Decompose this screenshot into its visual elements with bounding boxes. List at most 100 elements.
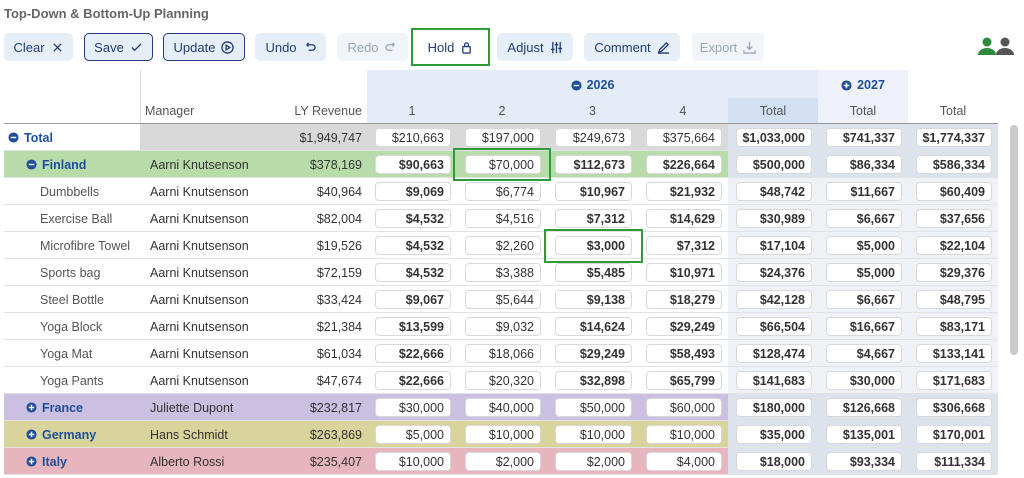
value-cell[interactable]: $4,516: [465, 209, 541, 228]
row-label[interactable]: France: [26, 394, 156, 421]
value-cell[interactable]: $90,663: [375, 155, 451, 174]
row-label[interactable]: Total: [8, 124, 138, 151]
value-cell[interactable]: $18,279: [646, 290, 722, 309]
value-cell[interactable]: $9,069: [375, 182, 451, 201]
value-cell[interactable]: $40,000: [465, 398, 541, 417]
value-cell[interactable]: $29,249: [646, 317, 722, 336]
value-cell[interactable]: $741,337: [826, 128, 902, 147]
value-cell[interactable]: $9,067: [375, 290, 451, 309]
value-cell[interactable]: $65,799: [646, 371, 722, 390]
value-cell[interactable]: $4,000: [646, 452, 722, 471]
value-cell[interactable]: $4,667: [826, 344, 902, 363]
value-cell[interactable]: $2,260: [465, 236, 541, 255]
value-cell[interactable]: $14,624: [555, 317, 632, 336]
value-cell[interactable]: $10,000: [555, 425, 632, 444]
toggle-icon[interactable]: [571, 79, 582, 91]
value-cell[interactable]: $10,967: [555, 182, 632, 201]
toolbar-button[interactable]: Undo: [255, 33, 326, 61]
value-cell[interactable]: $7,312: [555, 209, 632, 228]
value-cell[interactable]: $226,664: [646, 155, 722, 174]
value-cell[interactable]: $5,000: [375, 425, 451, 444]
value-cell[interactable]: $1,033,000: [736, 128, 812, 147]
value-cell[interactable]: $30,000: [826, 371, 902, 390]
value-cell[interactable]: $21,932: [646, 182, 722, 201]
value-cell[interactable]: $586,334: [916, 155, 992, 174]
toolbar-button[interactable]: Save: [84, 33, 153, 61]
year-group[interactable]: 2027: [818, 72, 908, 98]
value-cell[interactable]: $171,683: [916, 371, 992, 390]
year-group[interactable]: 2026: [367, 72, 818, 98]
value-cell[interactable]: $3,388: [465, 263, 541, 282]
row-label[interactable]: Italy: [26, 448, 156, 475]
value-cell[interactable]: $17,104: [736, 236, 812, 255]
value-cell[interactable]: $58,493: [646, 344, 722, 363]
value-cell[interactable]: $10,000: [375, 452, 451, 471]
value-cell[interactable]: $4,532: [375, 209, 451, 228]
value-cell[interactable]: $30,000: [375, 398, 451, 417]
value-cell[interactable]: $3,000: [555, 236, 632, 255]
toggle-icon[interactable]: [26, 402, 37, 413]
value-cell[interactable]: $141,683: [736, 371, 812, 390]
value-cell[interactable]: $6,774: [465, 182, 541, 201]
scrollbar[interactable]: [1010, 125, 1018, 355]
value-cell[interactable]: $22,666: [375, 371, 451, 390]
value-cell[interactable]: $6,667: [826, 209, 902, 228]
row-label[interactable]: Germany: [26, 421, 156, 448]
value-cell[interactable]: $500,000: [736, 155, 812, 174]
value-cell[interactable]: $7,312: [646, 236, 722, 255]
value-cell[interactable]: $126,668: [826, 398, 902, 417]
value-cell[interactable]: $50,000: [555, 398, 632, 417]
value-cell[interactable]: $60,000: [646, 398, 722, 417]
value-cell[interactable]: $70,000: [465, 155, 541, 174]
value-cell[interactable]: $4,532: [375, 236, 451, 255]
toolbar-button[interactable]: Comment: [584, 33, 680, 61]
toolbar-button[interactable]: Clear: [4, 33, 73, 61]
value-cell[interactable]: $197,000: [465, 128, 541, 147]
value-cell[interactable]: $128,474: [736, 344, 812, 363]
value-cell[interactable]: $170,001: [916, 425, 992, 444]
value-cell[interactable]: $11,667: [826, 182, 902, 201]
value-cell[interactable]: $5,485: [555, 263, 632, 282]
toolbar-button[interactable]: Adjust: [497, 33, 573, 61]
value-cell[interactable]: $14,629: [646, 209, 722, 228]
value-cell[interactable]: $2,000: [465, 452, 541, 471]
value-cell[interactable]: $133,141: [916, 344, 992, 363]
value-cell[interactable]: $48,742: [736, 182, 812, 201]
value-cell[interactable]: $180,000: [736, 398, 812, 417]
toggle-icon[interactable]: [8, 132, 19, 143]
toolbar-button[interactable]: Hold: [412, 33, 489, 61]
value-cell[interactable]: $35,000: [736, 425, 812, 444]
value-cell[interactable]: $18,000: [736, 452, 812, 471]
value-cell[interactable]: $5,000: [826, 263, 902, 282]
value-cell[interactable]: $20,320: [465, 371, 541, 390]
value-cell[interactable]: $10,971: [646, 263, 722, 282]
value-cell[interactable]: $375,664: [646, 128, 722, 147]
value-cell[interactable]: $112,673: [555, 155, 632, 174]
value-cell[interactable]: $5,000: [826, 236, 902, 255]
value-cell[interactable]: $9,138: [555, 290, 632, 309]
value-cell[interactable]: $93,334: [826, 452, 902, 471]
value-cell[interactable]: $83,171: [916, 317, 992, 336]
value-cell[interactable]: $1,774,337: [916, 128, 992, 147]
toggle-icon[interactable]: [26, 456, 37, 467]
toolbar-button[interactable]: Update: [163, 33, 245, 61]
value-cell[interactable]: $2,000: [555, 452, 632, 471]
value-cell[interactable]: $9,032: [465, 317, 541, 336]
value-cell[interactable]: $29,376: [916, 263, 992, 282]
value-cell[interactable]: $13,599: [375, 317, 451, 336]
value-cell[interactable]: $4,532: [375, 263, 451, 282]
value-cell[interactable]: $86,334: [826, 155, 902, 174]
value-cell[interactable]: $29,249: [555, 344, 632, 363]
toggle-icon[interactable]: [26, 159, 37, 170]
value-cell[interactable]: $111,334: [916, 452, 992, 471]
value-cell[interactable]: $48,795: [916, 290, 992, 309]
value-cell[interactable]: $37,656: [916, 209, 992, 228]
value-cell[interactable]: $32,898: [555, 371, 632, 390]
value-cell[interactable]: $22,104: [916, 236, 992, 255]
value-cell[interactable]: $135,001: [826, 425, 902, 444]
value-cell[interactable]: $10,000: [465, 425, 541, 444]
value-cell[interactable]: $249,673: [555, 128, 632, 147]
value-cell[interactable]: $24,376: [736, 263, 812, 282]
value-cell[interactable]: $66,504: [736, 317, 812, 336]
value-cell[interactable]: $6,667: [826, 290, 902, 309]
